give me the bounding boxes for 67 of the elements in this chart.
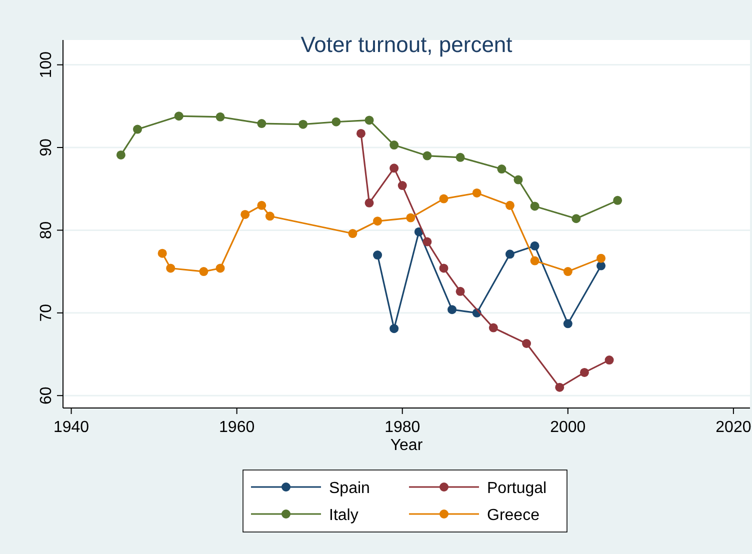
point [216, 112, 225, 122]
point [613, 196, 622, 205]
point [422, 151, 432, 160]
point [555, 382, 564, 392]
point [158, 248, 167, 258]
x-tick-label: 2000 [550, 419, 586, 436]
y-tick-label: 100 [38, 51, 55, 78]
point [356, 128, 366, 138]
point [439, 194, 448, 204]
legend-label: Greece [487, 507, 540, 524]
point [530, 241, 540, 250]
point [422, 237, 432, 246]
x-axis-title: Year [390, 437, 424, 454]
point [257, 200, 266, 210]
point [530, 202, 540, 211]
point [572, 214, 581, 224]
point [265, 212, 274, 221]
point [373, 250, 382, 260]
point [199, 267, 208, 276]
y-tick-label: 90 [38, 138, 55, 156]
point [448, 305, 457, 314]
y-tick-label: 80 [38, 221, 55, 240]
point [364, 198, 374, 208]
point [116, 150, 126, 160]
chart-title: Voter turnout, percent [300, 32, 512, 57]
point [398, 181, 407, 190]
point [390, 140, 399, 150]
point [364, 116, 374, 125]
legend-label: Portugal [487, 480, 547, 497]
point [332, 117, 341, 126]
x-tick-label: 2020 [716, 419, 752, 436]
point [472, 188, 482, 198]
legend-label: Spain [329, 480, 370, 497]
point [505, 250, 514, 259]
point [580, 368, 589, 377]
point [406, 213, 416, 222]
point [563, 267, 572, 276]
legend-label: Italy [329, 507, 358, 524]
point [530, 256, 540, 266]
point [390, 324, 399, 334]
point [514, 175, 523, 184]
point [456, 152, 465, 162]
point [497, 164, 506, 174]
y-tick-label: 60 [38, 386, 55, 404]
point [132, 124, 142, 134]
point [488, 323, 498, 332]
point [522, 338, 532, 348]
point [390, 164, 399, 173]
point [456, 286, 465, 296]
point [174, 112, 184, 121]
point [348, 229, 358, 238]
x-tick-label: 1940 [53, 419, 90, 436]
point [240, 210, 250, 219]
point [298, 120, 308, 129]
point [216, 264, 225, 273]
point [373, 216, 382, 226]
point [604, 356, 614, 365]
point [596, 261, 606, 270]
point [439, 264, 448, 273]
x-tick-label: 1960 [219, 419, 255, 436]
point [257, 119, 266, 128]
point [596, 254, 606, 263]
y-tick-label: 70 [38, 304, 55, 322]
x-tick-label: 1980 [384, 419, 420, 436]
point [563, 319, 572, 328]
point [505, 200, 514, 210]
point [166, 264, 176, 273]
